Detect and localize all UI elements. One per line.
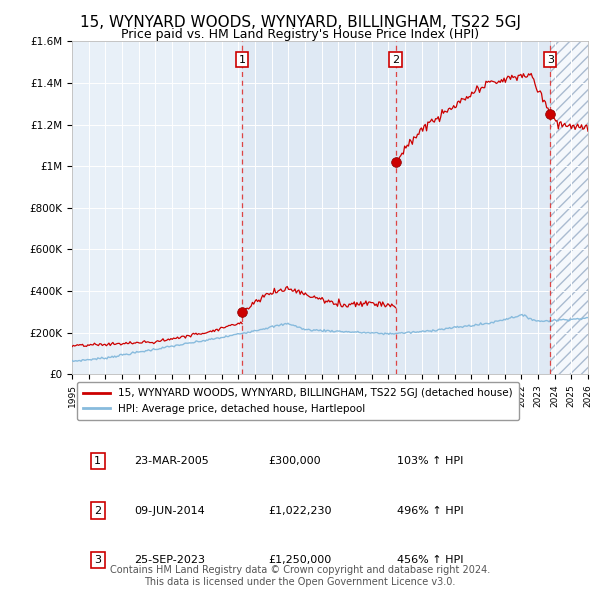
Text: Price paid vs. HM Land Registry's House Price Index (HPI): Price paid vs. HM Land Registry's House … [121, 28, 479, 41]
Bar [395, 41, 550, 374]
Bar [242, 41, 395, 374]
Text: 15, WYNYARD WOODS, WYNYARD, BILLINGHAM, TS22 5GJ: 15, WYNYARD WOODS, WYNYARD, BILLINGHAM, … [79, 15, 521, 30]
Text: 2: 2 [392, 55, 399, 65]
Text: 09-JUN-2014: 09-JUN-2014 [134, 506, 205, 516]
Text: 3: 3 [547, 55, 554, 65]
Text: 1: 1 [239, 55, 245, 65]
Text: 1: 1 [94, 456, 101, 466]
Text: 2: 2 [94, 506, 101, 516]
Text: £1,250,000: £1,250,000 [268, 555, 331, 565]
Text: 496% ↑ HPI: 496% ↑ HPI [397, 506, 464, 516]
Legend: 15, WYNYARD WOODS, WYNYARD, BILLINGHAM, TS22 5GJ (detached house), HPI: Average : 15, WYNYARD WOODS, WYNYARD, BILLINGHAM, … [77, 382, 519, 420]
Text: £300,000: £300,000 [268, 456, 321, 466]
Text: 103% ↑ HPI: 103% ↑ HPI [397, 456, 463, 466]
Text: 3: 3 [94, 555, 101, 565]
Text: Contains HM Land Registry data © Crown copyright and database right 2024.
This d: Contains HM Land Registry data © Crown c… [110, 565, 490, 587]
Text: 456% ↑ HPI: 456% ↑ HPI [397, 555, 464, 565]
Text: 25-SEP-2023: 25-SEP-2023 [134, 555, 205, 565]
Text: £1,022,230: £1,022,230 [268, 506, 332, 516]
Text: 23-MAR-2005: 23-MAR-2005 [134, 456, 209, 466]
